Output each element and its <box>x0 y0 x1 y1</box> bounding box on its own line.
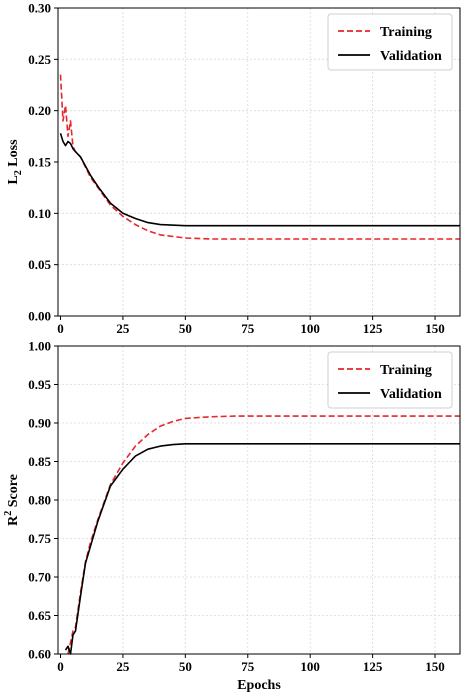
x-tick-label: 150 <box>425 321 445 336</box>
y-tick-label: 0.05 <box>28 257 51 272</box>
x-tick-label: 100 <box>300 321 320 336</box>
y-tick-label: 0.00 <box>28 309 51 324</box>
x-tick-label: 75 <box>241 659 255 674</box>
y-tick-label: 0.30 <box>28 1 51 16</box>
y-tick-label: 0.10 <box>28 206 51 221</box>
x-tick-label: 0 <box>57 659 64 674</box>
y-tick-label: 1.00 <box>28 339 51 354</box>
legend-label-validation: Validation <box>380 49 442 64</box>
x-tick-label: 125 <box>363 659 383 674</box>
x-tick-label: 0 <box>57 321 64 336</box>
y-tick-label: 0.85 <box>28 454 51 469</box>
r2-panel: 0 25 50 75 100 125 150 0.60 0.65 0.70 0.75 0.80 0.85… <box>3 339 461 693</box>
x-tick-label: 75 <box>241 321 255 336</box>
loss-panel: 0 25 50 75 100 125 150 0.00 0.05 0.10 0.15 0.20 0.25… <box>6 1 461 336</box>
y-axis-label: L2 Loss <box>6 139 24 185</box>
x-axis-label: Epochs <box>237 678 281 693</box>
x-tick-label: 100 <box>300 659 320 674</box>
y-tick-label: 0.70 <box>28 570 51 585</box>
y-tick-label: 0.80 <box>28 493 51 508</box>
x-tick-label: 50 <box>179 321 192 336</box>
y-tick-label: 0.90 <box>28 416 51 431</box>
y-tick-label: 0.20 <box>28 103 51 118</box>
x-tick-label: 25 <box>116 659 130 674</box>
legend-label-validation: Validation <box>380 387 442 402</box>
y-tick-label: 0.15 <box>28 155 51 170</box>
series-line-training <box>67 415 460 655</box>
series-line-validation <box>64 442 460 655</box>
series-line-validation <box>59 133 460 227</box>
x-tick-label: 25 <box>116 321 130 336</box>
y-tick-label: 0.95 <box>28 377 51 392</box>
legend-box <box>327 351 453 409</box>
y-tick-label: 0.65 <box>28 608 51 623</box>
x-tick-label: 50 <box>179 659 192 674</box>
series-line-training <box>59 74 460 240</box>
legend-label-training: Training <box>380 25 432 40</box>
legend-label-training: Training <box>380 363 432 378</box>
y-tick-label: 0.25 <box>28 52 51 67</box>
y-tick-label: 0.75 <box>28 531 51 546</box>
x-tick-label: 150 <box>425 659 445 674</box>
legend-box <box>327 13 453 71</box>
y-axis-label: R2 Score <box>3 474 21 526</box>
x-tick-label: 125 <box>363 321 383 336</box>
y-tick-label: 0.60 <box>28 647 51 662</box>
